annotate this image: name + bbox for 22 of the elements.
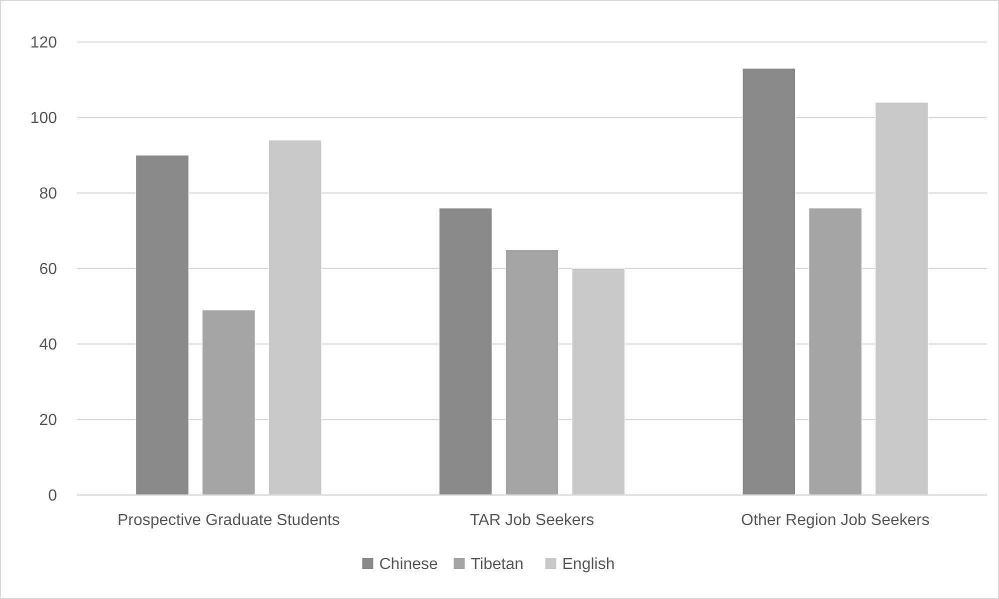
- y-tick-label: 40: [39, 336, 58, 354]
- y-tick-label: 80: [39, 186, 58, 203]
- bar: [808, 208, 862, 496]
- y-tick-label: 100: [30, 110, 58, 128]
- y-tick-label: 120: [30, 34, 58, 52]
- bar: [505, 249, 559, 496]
- bar: [202, 310, 256, 496]
- y-tick-label: 60: [39, 261, 58, 278]
- y-tick-label: 20: [39, 412, 58, 430]
- x-tick-label: Other Region Job Seekers: [741, 512, 930, 529]
- bar: [268, 140, 322, 496]
- legend-label: English: [562, 556, 615, 573]
- x-tick-label: TAR Job Seekers: [470, 512, 594, 529]
- bar: [742, 68, 796, 496]
- y-tick-label: 0: [48, 488, 58, 505]
- legend-label: Tibetan: [470, 556, 524, 573]
- legend-label: Chinese: [379, 556, 438, 573]
- bar: [136, 155, 189, 496]
- bar: [572, 268, 626, 496]
- x-tick-label: Prospective Graduate Students: [117, 512, 340, 529]
- bar: [438, 208, 492, 496]
- bar: [875, 102, 928, 496]
